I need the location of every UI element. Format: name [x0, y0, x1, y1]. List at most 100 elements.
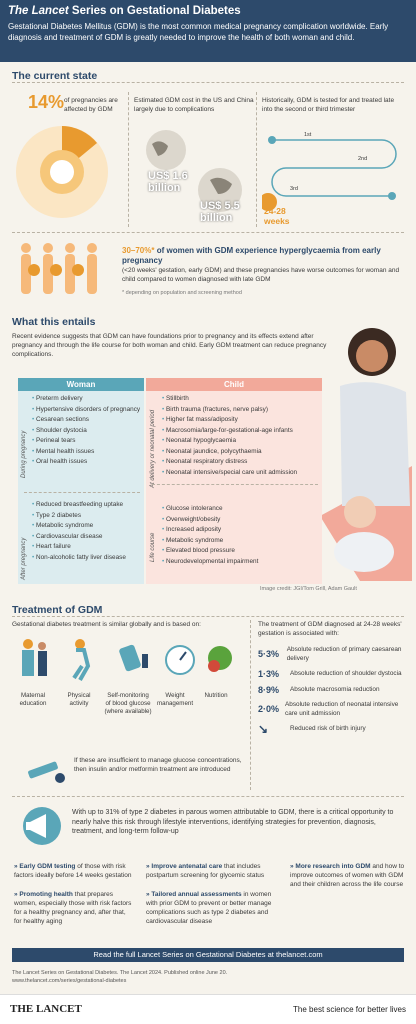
- list-item: Elevated blood pressure: [162, 546, 322, 557]
- treatment-intro: Gestational diabetes treatment is simila…: [12, 621, 201, 628]
- outcome-row: 8·9% Absolute macrosomia reduction: [258, 684, 380, 695]
- treatment-title: Treatment of GDM: [12, 604, 103, 616]
- trimester-timeline: [262, 136, 397, 211]
- megaphone-icon: [23, 807, 61, 845]
- insulin-pen-icon: [28, 761, 65, 783]
- citation: The Lancet Series on Gestational Diabete…: [12, 970, 228, 976]
- image-credit: Image credit: JGI/Tom Grill, Adam Gault: [260, 586, 357, 592]
- arrow-down-icon: ↘: [258, 722, 269, 736]
- outcomes-list: 5·3% Absolute reduction of primary caesar…: [258, 646, 408, 736]
- weeks-label: 24-28 weeks: [264, 206, 290, 226]
- list-item: Glucose intolerance: [162, 504, 322, 515]
- list-item: Birth trauma (fractures, nerve palsy): [162, 405, 322, 416]
- life-course-label: Life course: [150, 532, 156, 562]
- section-divider: [12, 796, 404, 797]
- pregnant-women-icon: [21, 243, 97, 294]
- hyper-detail: (<20 weeks' gestation, early GDM) and th…: [122, 267, 400, 283]
- gdm-percent: 14%: [28, 92, 65, 112]
- item-self-monitoring: Self-monitoring of blood glucose (where …: [104, 692, 152, 715]
- list-item: Neurodevelopmental impairment: [162, 557, 322, 568]
- item-physical-activity: Physical activity: [67, 692, 91, 707]
- list-item: Metabolic syndrome: [32, 521, 142, 532]
- after-pregnancy-label: After pregnancy: [21, 537, 27, 580]
- section-divider: [12, 82, 404, 83]
- footer: THE LANCET The best science for better l…: [0, 994, 416, 1024]
- list-item: Neonatal hypoglycaemia: [162, 436, 322, 447]
- child-life-list: Glucose intolerance Overweight/obesity I…: [162, 504, 322, 567]
- insufficient-text: If these are insufficient to manage gluc…: [74, 757, 242, 773]
- header: The Lancet Series on Gestational Diabete…: [0, 0, 416, 62]
- during-pregnancy-label: During pregnancy: [21, 430, 27, 478]
- list-item: Neonatal respiratory distress: [162, 457, 322, 468]
- list-item: Type 2 diabetes: [32, 511, 142, 522]
- associated-title: The treatment of GDM diagnosed at 24-28 …: [258, 621, 402, 637]
- scale-icon: [165, 645, 195, 675]
- list-divider: [24, 492, 140, 493]
- list-item: Macrosomia/large-for-gestational-age inf…: [162, 426, 322, 437]
- child-delivery-list: Stillbirth Birth trauma (fractures, nerv…: [162, 394, 322, 478]
- child-column-title: Child: [146, 378, 322, 391]
- list-item: Preterm delivery: [32, 394, 142, 405]
- list-item: Neonatal jaundice, polycythaemia: [162, 447, 322, 458]
- entails-title: What this entails: [12, 316, 96, 328]
- woman-after-list: Reduced breastfeeding uptake Type 2 diab…: [32, 500, 142, 563]
- list-item: Overweight/obesity: [162, 515, 322, 526]
- trimester-1: 1st: [304, 132, 312, 138]
- list-item: Neonatal intensive/special care unit adm…: [162, 468, 322, 479]
- list-item: Heart failure: [32, 542, 142, 553]
- col-divider: [250, 620, 251, 790]
- col-divider: [256, 92, 257, 227]
- item-maternal-education: Maternal education: [19, 692, 47, 707]
- footnote: * depending on population and screening …: [122, 290, 242, 296]
- list-item: Mental health issues: [32, 447, 142, 458]
- china-cost: US$ 5.5 billion: [200, 200, 240, 224]
- action-early-testing: » Early GDM testing of those with risk f…: [14, 863, 132, 879]
- tagline: The best science for better lives: [293, 1005, 406, 1014]
- hyper-headline: 30–70%* of women with GDM experience hyp…: [122, 246, 381, 265]
- pie-icon: [16, 126, 108, 218]
- list-item: Shoulder dystocia: [32, 426, 142, 437]
- list-item: Higher fat mass/adiposity: [162, 415, 322, 426]
- action-more-research: » More research into GDM and how to impr…: [290, 863, 405, 888]
- education-icon: [22, 639, 47, 676]
- intro-text: Gestational Diabetes Mellitus (GDM) is t…: [8, 22, 389, 42]
- mother-baby-photo: [320, 316, 412, 581]
- section-divider: [12, 232, 404, 233]
- action-antenatal-care: » Improve antenatal care that includes p…: [146, 863, 265, 879]
- woman-during-list: Preterm delivery Hypertensive disorders …: [32, 394, 142, 468]
- outcome-row: ↘ Reduced risk of birth injury: [258, 722, 366, 736]
- list-item: Reduced breastfeeding uptake: [32, 500, 142, 511]
- entails-intro: Recent evidence suggests that GDM can ha…: [12, 333, 327, 358]
- trimester-text: Historically, GDM is tested for and trea…: [262, 97, 395, 113]
- lancet-logo: THE LANCET: [10, 1003, 82, 1015]
- cost-text: Estimated GDM cost in the US and China l…: [134, 97, 254, 113]
- current-state-title: The current state: [12, 70, 98, 82]
- list-item: Hypertensive disorders of pregnancy: [32, 405, 142, 416]
- read-more-link[interactable]: Read the full Lancet Series on Gestation…: [12, 948, 404, 962]
- item-weight-management: Weight management: [156, 692, 194, 707]
- opportunity-text: With up to 31% of type 2 diabetes in par…: [72, 809, 394, 835]
- us-cost: US$ 1.6 billion: [148, 170, 188, 194]
- action-annual-assessments: » Tailored annual assessments in women w…: [146, 891, 272, 925]
- outcome-row: 2·0% Absolute reduction of neonatal inten…: [258, 701, 399, 717]
- outcome-row: 1·3% Absolute reduction of shoulder dysto…: [258, 669, 402, 679]
- treatment-icons: [22, 639, 232, 681]
- list-item: Cesarean sections: [32, 415, 142, 426]
- activity-icon: [72, 639, 91, 681]
- col-divider: [128, 92, 129, 227]
- vegetables-icon: [208, 646, 232, 672]
- outcome-row: 5·3% Absolute reduction of primary caesar…: [258, 646, 402, 662]
- list-item: Metabolic syndrome: [162, 536, 322, 547]
- list-item: Perineal tears: [32, 436, 142, 447]
- section-divider: [12, 616, 404, 617]
- list-item: Stillbirth: [162, 394, 322, 405]
- list-item: Oral health issues: [32, 457, 142, 468]
- gdm-percent-text: of pregnancies are affected by GDM: [64, 97, 118, 113]
- page-title: The Lancet Series on Gestational Diabete…: [8, 5, 241, 17]
- item-nutrition: Nutrition: [204, 692, 228, 699]
- action-promoting-health: » Promoting health that prepares women, …: [14, 891, 132, 925]
- globe-icon: [146, 130, 242, 212]
- list-item: Cardiovascular disease: [32, 532, 142, 543]
- series-url[interactable]: www.thelancet.com/series/gestational-dia…: [12, 978, 127, 984]
- list-divider: [152, 484, 318, 485]
